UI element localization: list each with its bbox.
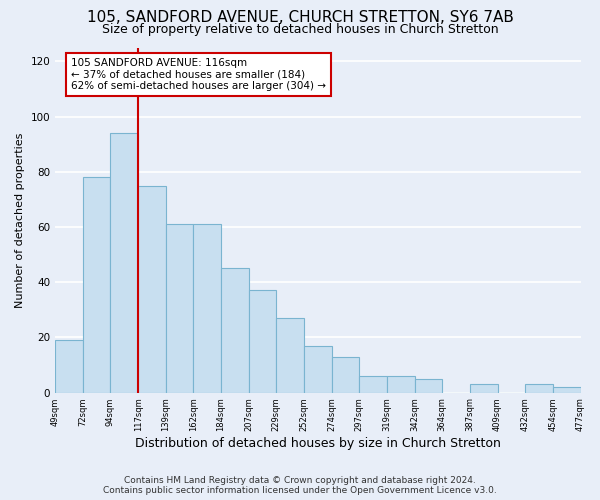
Bar (387, 376, 415, 392)
Bar (470, 384, 497, 392)
X-axis label: Distribution of detached houses by size in Church Stretton: Distribution of detached houses by size … (135, 437, 501, 450)
Bar (415, 379, 442, 392)
Y-axis label: Number of detached properties: Number of detached properties (15, 132, 25, 308)
Text: Size of property relative to detached houses in Church Stretton: Size of property relative to detached ho… (101, 22, 499, 36)
Bar (525, 384, 553, 392)
Bar (55, 340, 83, 392)
Bar (138, 186, 166, 392)
Bar (359, 376, 387, 392)
Bar (166, 224, 193, 392)
Bar (304, 346, 332, 393)
Bar (249, 290, 277, 392)
Bar (193, 224, 221, 392)
Bar (277, 318, 304, 392)
Text: Contains HM Land Registry data © Crown copyright and database right 2024.
Contai: Contains HM Land Registry data © Crown c… (103, 476, 497, 495)
Bar (83, 178, 110, 392)
Bar (221, 268, 249, 392)
Text: 105, SANDFORD AVENUE, CHURCH STRETTON, SY6 7AB: 105, SANDFORD AVENUE, CHURCH STRETTON, S… (86, 10, 514, 25)
Bar (332, 356, 359, 392)
Bar (553, 387, 581, 392)
Text: 105 SANDFORD AVENUE: 116sqm
← 37% of detached houses are smaller (184)
62% of se: 105 SANDFORD AVENUE: 116sqm ← 37% of det… (71, 58, 326, 91)
Bar (110, 133, 138, 392)
